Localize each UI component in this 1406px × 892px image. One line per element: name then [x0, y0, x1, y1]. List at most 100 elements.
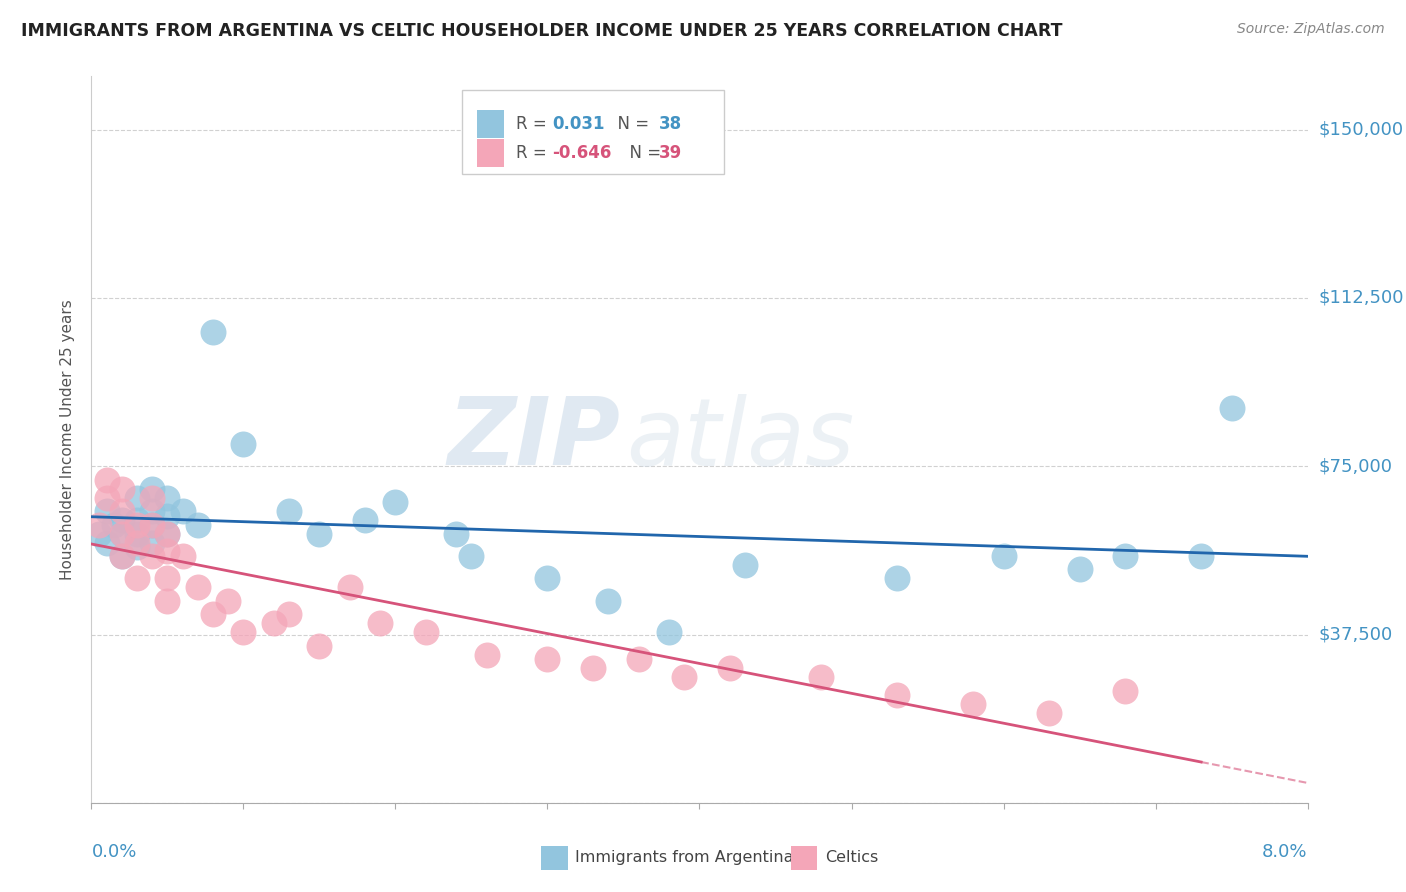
Text: N =: N =	[607, 115, 654, 133]
Point	[156, 594, 179, 608]
Point	[1038, 706, 1060, 720]
Point	[111, 526, 134, 541]
Text: N =: N =	[619, 145, 666, 162]
Point	[962, 697, 984, 711]
Point	[141, 491, 163, 505]
Point	[810, 670, 832, 684]
Point	[232, 437, 254, 451]
Point	[308, 526, 330, 541]
Point	[111, 549, 134, 563]
Point	[354, 513, 377, 527]
Text: 38: 38	[659, 115, 682, 133]
Point	[444, 526, 467, 541]
Point	[202, 325, 225, 339]
Text: IMMIGRANTS FROM ARGENTINA VS CELTIC HOUSEHOLDER INCOME UNDER 25 YEARS CORRELATIO: IMMIGRANTS FROM ARGENTINA VS CELTIC HOUS…	[21, 22, 1063, 40]
Text: $75,000: $75,000	[1319, 458, 1393, 475]
Point	[96, 473, 118, 487]
Text: R =: R =	[516, 115, 551, 133]
Point	[111, 504, 134, 518]
Point	[103, 517, 125, 532]
Text: Source: ZipAtlas.com: Source: ZipAtlas.com	[1237, 22, 1385, 37]
Point	[96, 504, 118, 518]
Point	[1114, 683, 1136, 698]
Point	[111, 549, 134, 563]
Point	[96, 491, 118, 505]
Point	[156, 491, 179, 505]
Point	[156, 526, 179, 541]
Text: atlas: atlas	[627, 393, 855, 485]
Bar	[463, 90, 724, 174]
Point	[339, 581, 361, 595]
Point	[96, 535, 118, 549]
Text: R =: R =	[516, 145, 551, 162]
Point	[156, 526, 179, 541]
Bar	[477, 139, 503, 167]
Text: 0.031: 0.031	[553, 115, 605, 133]
Point	[582, 661, 605, 675]
Text: $150,000: $150,000	[1319, 120, 1403, 138]
Point	[658, 625, 681, 640]
Text: $112,500: $112,500	[1319, 289, 1405, 307]
Bar	[790, 847, 817, 871]
Point	[125, 491, 148, 505]
Point	[673, 670, 696, 684]
Point	[156, 571, 179, 585]
Point	[187, 581, 209, 595]
Point	[172, 504, 194, 518]
Point	[202, 607, 225, 622]
Point	[125, 517, 148, 532]
Point	[156, 544, 179, 558]
Point	[87, 517, 110, 532]
Point	[141, 504, 163, 518]
Bar	[541, 847, 568, 871]
Text: Celtics: Celtics	[825, 850, 877, 865]
Text: $37,500: $37,500	[1319, 625, 1393, 643]
Text: Immigrants from Argentina: Immigrants from Argentina	[575, 850, 794, 865]
Point	[384, 495, 406, 509]
Point	[111, 526, 134, 541]
Point	[1114, 549, 1136, 563]
Point	[278, 607, 301, 622]
Point	[172, 549, 194, 563]
Point	[368, 616, 391, 631]
Point	[536, 652, 558, 666]
Y-axis label: Householder Income Under 25 years: Householder Income Under 25 years	[60, 299, 76, 580]
Text: 0.0%: 0.0%	[91, 843, 136, 861]
Point	[627, 652, 650, 666]
Point	[141, 517, 163, 532]
Point	[263, 616, 285, 631]
Point	[141, 482, 163, 496]
Point	[886, 571, 908, 585]
Point	[187, 517, 209, 532]
Point	[718, 661, 741, 675]
Point	[475, 648, 498, 662]
Text: ZIP: ZIP	[447, 393, 620, 485]
Point	[536, 571, 558, 585]
Point	[141, 549, 163, 563]
Point	[734, 558, 756, 572]
Text: 39: 39	[659, 145, 682, 162]
Point	[125, 513, 148, 527]
Point	[111, 482, 134, 496]
Point	[111, 513, 134, 527]
Point	[415, 625, 437, 640]
Point	[125, 540, 148, 554]
Point	[156, 508, 179, 523]
Point	[1189, 549, 1212, 563]
Text: -0.646: -0.646	[553, 145, 612, 162]
Point	[278, 504, 301, 518]
Point	[1069, 562, 1091, 576]
Point	[993, 549, 1015, 563]
Bar	[477, 110, 503, 137]
Point	[87, 526, 110, 541]
Text: 8.0%: 8.0%	[1263, 843, 1308, 861]
Point	[886, 688, 908, 702]
Point	[460, 549, 482, 563]
Point	[598, 594, 620, 608]
Point	[308, 639, 330, 653]
Point	[125, 526, 148, 541]
Point	[141, 535, 163, 549]
Point	[125, 571, 148, 585]
Point	[232, 625, 254, 640]
Point	[125, 535, 148, 549]
